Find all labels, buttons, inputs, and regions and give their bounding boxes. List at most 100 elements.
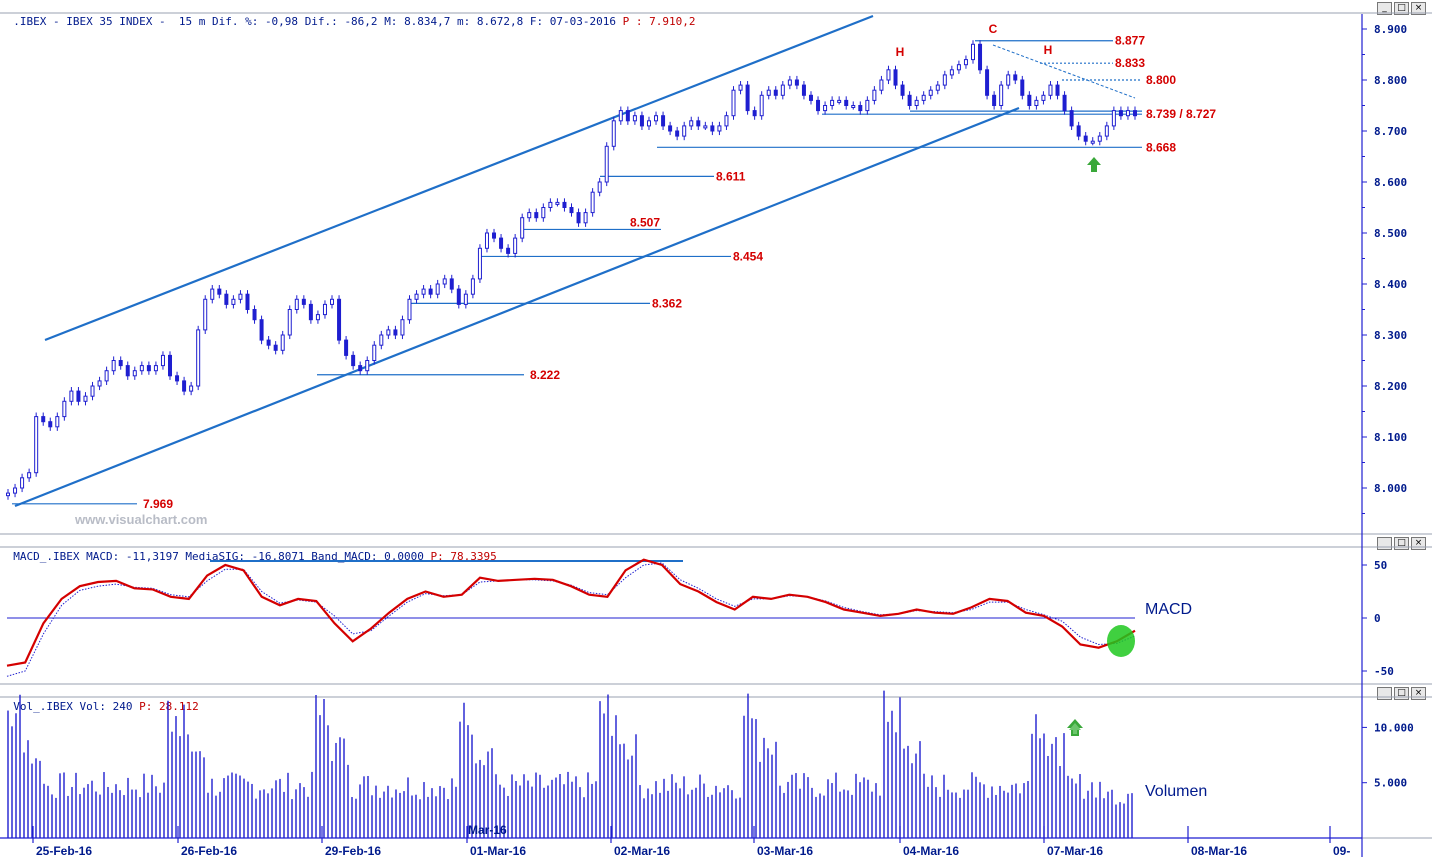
- candle-body: [428, 288, 433, 295]
- candle-body: [484, 232, 489, 249]
- candle-body: [196, 329, 201, 387]
- candle-body: [773, 89, 778, 96]
- candle-body: [153, 365, 158, 372]
- candle-body: [506, 247, 511, 254]
- volume-bars: 10.000 5.000 Volumen: [7, 690, 1414, 838]
- candle-body: [949, 69, 954, 76]
- y-tick-label: 8.700: [1374, 125, 1407, 138]
- candle-body: [879, 79, 884, 91]
- candle-body: [365, 360, 370, 372]
- candle-body: [1013, 74, 1018, 81]
- candle-body: [703, 125, 708, 129]
- up-arrow-icon: [1069, 723, 1081, 734]
- candle-body: [513, 237, 518, 254]
- macd-lines: 50 0 -50 MACD: [6, 558, 1394, 678]
- y-tick-label: 0: [1374, 612, 1381, 625]
- candle-body: [668, 125, 673, 132]
- level-label: 8.833: [1115, 56, 1145, 70]
- candle-body: [717, 125, 722, 132]
- candle-body: [168, 354, 173, 377]
- level-label: 8.611: [716, 169, 746, 183]
- candle-body: [294, 298, 299, 310]
- y-tick-label: 8.800: [1374, 74, 1407, 87]
- x-tick-label: 26-Feb-16: [181, 844, 237, 857]
- y-tick-label: 8.200: [1374, 380, 1407, 393]
- volume-p-label: P:: [139, 700, 153, 713]
- candle-body: [978, 43, 983, 71]
- candle-body: [872, 89, 877, 101]
- candle-body: [569, 207, 574, 214]
- level-label: 8.668: [1146, 140, 1176, 154]
- x-tick-label: 07-Mar-16: [1047, 844, 1103, 857]
- candle-body: [69, 390, 74, 402]
- candle-body: [914, 99, 919, 107]
- candle-body: [442, 278, 447, 285]
- candle-body: [48, 421, 53, 428]
- candle-body: [900, 84, 905, 96]
- candle-body: [618, 110, 623, 122]
- maximize-button[interactable]: □: [1394, 2, 1409, 15]
- interval: 15 m: [178, 15, 206, 28]
- candle-body: [463, 293, 468, 305]
- macd-panel-header: MACD_.IBEX MACD: -11,3197 MediaSIG: -16,…: [0, 536, 496, 563]
- volume-panel-header: Vol_.IBEX Vol: 240 P: 28.112: [0, 686, 198, 713]
- candle-body: [851, 105, 856, 108]
- macd-p-value: 78,3395: [450, 550, 497, 563]
- candle-body: [34, 416, 39, 474]
- level-label: 8.877: [1115, 34, 1145, 48]
- candle-body: [611, 120, 616, 147]
- level-label: 8.800: [1146, 73, 1176, 87]
- candle-body: [921, 94, 926, 101]
- candle-body: [808, 94, 813, 101]
- candle-body: [830, 99, 835, 107]
- candle-body: [210, 288, 215, 300]
- candle-body: [252, 309, 257, 321]
- candle-body: [76, 390, 81, 402]
- candle-body: [414, 293, 419, 300]
- x-tick-label: 08-Mar-16: [1191, 844, 1247, 857]
- candle-body: [654, 115, 659, 122]
- candle-body: [801, 84, 806, 96]
- candle-body: [217, 288, 222, 295]
- y-tick-label: 5.000: [1374, 777, 1407, 790]
- channel-upper-line: [44, 14, 874, 342]
- volume-header-text: Vol_.IBEX Vol: 240: [13, 700, 133, 713]
- candle-body: [435, 283, 440, 295]
- candle-body: [231, 298, 236, 305]
- candle-body: [97, 380, 102, 387]
- candle-body: [935, 84, 940, 91]
- candle-body: [125, 365, 130, 377]
- candle-body: [139, 365, 144, 372]
- candle-body: [386, 329, 391, 336]
- panel-frames: [0, 12, 1432, 857]
- macd-label: MACD: [1145, 601, 1192, 618]
- candle-body: [1118, 110, 1123, 117]
- candle-body: [379, 334, 384, 346]
- candle-body: [280, 334, 285, 351]
- y-tick-label: 8.000: [1374, 482, 1407, 495]
- candle-body: [745, 84, 750, 112]
- candle-body: [470, 278, 475, 295]
- candle-body: [1104, 125, 1109, 137]
- close-button[interactable]: ×: [1411, 2, 1426, 15]
- candle-body: [604, 145, 609, 183]
- candle-body: [393, 329, 398, 336]
- candle-body: [583, 212, 588, 224]
- candle-body: [400, 319, 405, 336]
- symbol-name: .IBEX - IBEX 35 INDEX -: [13, 15, 166, 28]
- candle-body: [738, 84, 743, 91]
- macd-header-text: MACD_.IBEX MACD: -11,3197 MediaSIG: -16,…: [13, 550, 424, 563]
- pattern-label: H: [1044, 43, 1053, 57]
- dif-pct-label: Dif. %:: [211, 15, 259, 28]
- candle-body: [724, 115, 729, 127]
- minimize-button[interactable]: _: [1377, 2, 1392, 15]
- dif-pct-value: -0,98: [264, 15, 299, 28]
- x-tick-label: 29-Feb-16: [325, 844, 381, 857]
- candle-body: [62, 400, 67, 418]
- candle-body: [41, 416, 46, 423]
- candle-body: [1006, 74, 1011, 86]
- candle-body: [787, 79, 792, 86]
- candle-body: [245, 293, 250, 311]
- candle-body: [492, 232, 497, 239]
